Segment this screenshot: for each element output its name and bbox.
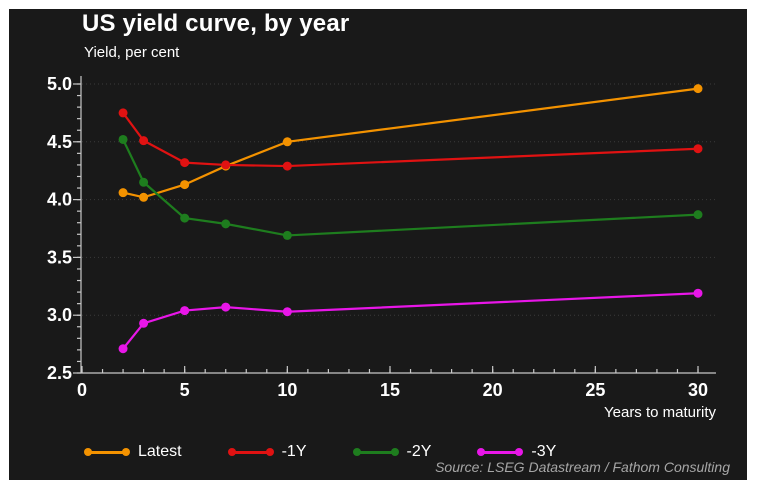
legend-label-1y: -1Y xyxy=(281,443,307,460)
legend-item-1y: -1Y xyxy=(227,443,307,461)
data-point xyxy=(221,160,231,170)
x-tick-label: 25 xyxy=(585,380,605,400)
legend-label-3y: -3Y xyxy=(531,443,557,460)
source-credit: Source: LSEG Datastream / Fathom Consult… xyxy=(435,459,730,475)
x-tick-label: 15 xyxy=(380,380,400,400)
legend-label-latest: Latest xyxy=(138,443,182,460)
series--2y xyxy=(118,134,703,240)
tick-labels: 5.0 4.5 4.0 3.5 3.0 2.50 5 10 15 20 25 30 xyxy=(47,74,708,400)
axes xyxy=(73,76,716,374)
x-tick-label: 10 xyxy=(277,380,297,400)
data-point xyxy=(282,137,292,147)
data-point xyxy=(282,307,292,317)
legend-swatch-latest-icon xyxy=(84,448,130,456)
data-point xyxy=(693,288,703,298)
data-point xyxy=(693,144,703,154)
series-latest xyxy=(118,84,703,202)
data-point xyxy=(282,161,292,171)
legend-label-2y: -2Y xyxy=(406,443,432,460)
legend-swatch-1y-icon xyxy=(227,448,274,456)
data-point xyxy=(221,219,231,229)
data-point xyxy=(139,192,149,202)
data-point xyxy=(118,344,128,354)
x-axis-label: Years to maturity xyxy=(604,404,716,421)
y-tick-label: 5.0 xyxy=(47,74,72,94)
x-tick-label: 30 xyxy=(688,380,708,400)
data-point xyxy=(139,177,149,187)
legend-swatch-3y-icon xyxy=(477,448,524,456)
data-point xyxy=(118,134,128,144)
data-point xyxy=(118,108,128,118)
data-point xyxy=(693,210,703,220)
series--1y xyxy=(118,108,703,171)
x-tick-label: 20 xyxy=(483,380,503,400)
data-point xyxy=(180,213,190,223)
y-tick-label: 4.5 xyxy=(47,132,72,152)
x-tick-label: 0 xyxy=(77,380,87,400)
data-point xyxy=(180,180,190,190)
y-tick-label: 4.0 xyxy=(47,190,72,210)
y-tick-label: 3.5 xyxy=(47,247,72,267)
x-tick-label: 5 xyxy=(180,380,190,400)
data-point xyxy=(693,84,703,94)
data-point xyxy=(282,230,292,240)
data-point xyxy=(180,306,190,316)
y-tick-label: 2.5 xyxy=(47,363,72,383)
data-point xyxy=(139,136,149,146)
chart-background-panel xyxy=(9,9,747,480)
chart-legend: Latest -1Y -2Y -3Y xyxy=(84,443,556,461)
data-point xyxy=(180,158,190,168)
legend-item-3y: -3Y xyxy=(477,443,556,461)
y-tick-label: 3.0 xyxy=(47,305,72,325)
data-point xyxy=(221,302,231,312)
chart-title: US yield curve, by year xyxy=(82,10,350,37)
series--3y xyxy=(118,288,703,354)
legend-swatch-2y-icon xyxy=(352,448,399,456)
data-point xyxy=(118,188,128,198)
data-point xyxy=(139,318,149,328)
gridlines xyxy=(82,83,716,316)
legend-item-latest: Latest xyxy=(84,443,182,461)
legend-item-2y: -2Y xyxy=(352,443,432,461)
chart-subtitle: Yield, per cent xyxy=(84,44,180,61)
